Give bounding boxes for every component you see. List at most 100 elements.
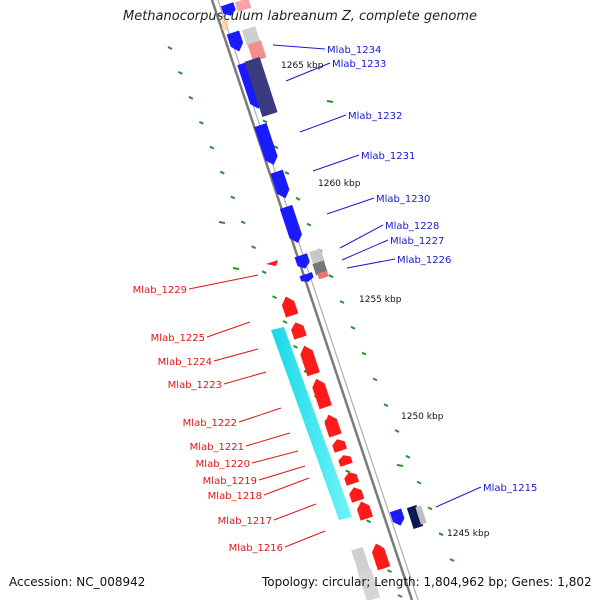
reverse-gene-label: Mlab_1220 <box>196 459 250 470</box>
major-tick-mark <box>232 267 240 270</box>
feature-layer <box>220 0 427 600</box>
gene-leader-line <box>238 407 282 423</box>
forward-gene-label: Mlab_1226 <box>397 255 451 266</box>
reverse-gene-arrow-shape <box>371 543 391 571</box>
forward-gene-arrow-shape <box>294 253 310 269</box>
outer-tick-mark <box>219 170 225 175</box>
outer-tick-mark <box>178 71 183 75</box>
reverse-gene-arrow <box>324 414 342 438</box>
outer-tick-mark <box>293 345 298 349</box>
forward-gene-label: Mlab_1231 <box>361 151 415 162</box>
forward-gene-arrow <box>254 123 278 165</box>
forward-gene-arrow <box>220 2 236 16</box>
inner-tick-mark <box>427 506 433 511</box>
gene-leader-line <box>223 371 267 385</box>
reverse-gene-label: Mlab_1223 <box>168 380 222 391</box>
reverse-gene-label: Mlab_1221 <box>190 442 244 453</box>
reverse-gene-arrow-shape <box>312 378 332 410</box>
accession-text: Accession: NC_008942 <box>9 575 146 589</box>
major-tick-mark <box>326 100 334 103</box>
gene-leader-line <box>326 197 375 215</box>
major-tick-mark <box>218 221 226 224</box>
backbone-outer-line <box>210 0 414 600</box>
inner-tick-mark <box>416 480 422 485</box>
inner-tick-mark <box>339 300 345 304</box>
reverse-gene-label: Mlab_1216 <box>229 543 283 554</box>
gene-leader-line <box>339 224 384 249</box>
reverse-gene-label: Mlab_1225 <box>151 333 205 344</box>
forward-gene-arrow <box>279 204 302 244</box>
highlight-region <box>271 327 352 520</box>
reverse-gene-arrow <box>291 322 307 340</box>
inner-tick-mark <box>361 351 367 356</box>
inner-tick-mark <box>262 119 268 124</box>
outer-tick-mark <box>188 95 194 100</box>
gene-leader-line <box>341 239 389 261</box>
inner-tick-mark <box>449 558 455 562</box>
reverse-gene-arrow <box>300 345 320 377</box>
reverse-gene-arrow <box>332 439 348 453</box>
genome-title: Methanocorpusculum labreanum Z, complete… <box>123 9 477 24</box>
forward-gene-arrow-shape <box>226 30 244 52</box>
reverse-gene-label: Mlab_1229 <box>133 285 187 296</box>
forward-gene-arrow <box>389 508 405 526</box>
outer-tick-mark <box>209 145 215 150</box>
label-layer: 1265 kbp 1260 kbp 1255 kbp 1250 kbp 1245 kbp… <box>133 45 538 554</box>
grey-feature-block <box>415 505 427 525</box>
outer-tick-mark <box>397 594 403 598</box>
grey-feature-block <box>357 568 381 600</box>
gene-leader-line <box>299 114 347 133</box>
forward-gene-arrow-shape <box>299 272 314 282</box>
outer-tick-mark <box>366 519 372 524</box>
outer-tick-mark <box>167 46 173 50</box>
pink-feature-block <box>317 270 329 280</box>
outer-tick-mark <box>261 270 267 275</box>
inner-tick-mark <box>273 145 279 150</box>
forward-gene-arrow <box>294 253 310 269</box>
reverse-gene-arrow-shape <box>291 322 307 340</box>
gene-leader-line <box>258 465 306 481</box>
forward-gene-arrow-shape <box>270 169 290 199</box>
outer-tick-mark <box>198 120 204 125</box>
inner-tick-mark <box>284 171 290 175</box>
forward-gene-label: Mlab_1234 <box>327 45 381 56</box>
outer-tick-mark <box>251 245 257 250</box>
outer-tick-mark <box>345 469 351 474</box>
outer-tick-mark <box>282 320 288 324</box>
outer-tick-mark <box>272 295 277 299</box>
reverse-gene-arrow-shape <box>324 414 342 438</box>
gene-leader-line <box>188 274 259 290</box>
reverse-gene-arrow-shape <box>356 501 374 521</box>
gene-leader-line <box>346 258 396 269</box>
gene-leader-line <box>273 503 317 521</box>
reverse-gene-arrow-shape <box>344 472 360 486</box>
forward-gene-label: Mlab_1233 <box>332 59 386 70</box>
grey-feature-block <box>351 546 371 576</box>
forward-gene-arrow-shape <box>254 123 278 165</box>
reverse-gene-arrow-shape <box>332 439 348 453</box>
gene-leader-line <box>312 154 360 172</box>
grey-feature-block <box>241 26 261 46</box>
forward-gene-label: Mlab_1215 <box>483 483 537 494</box>
grey-feature-block <box>309 248 325 266</box>
reverse-gene-arrow-shape <box>300 345 320 377</box>
inner-tick-mark <box>350 325 356 330</box>
forward-gene-label: Mlab_1230 <box>376 194 430 205</box>
reverse-gene-arrow <box>338 455 353 467</box>
reverse-gene-arrow <box>312 378 332 410</box>
outer-tick-mark <box>230 195 236 200</box>
major-tick-mark <box>396 464 404 467</box>
leader-layer <box>188 44 482 548</box>
forward-gene-arrow-shape <box>389 508 405 526</box>
reverse-gene-arrow-shape <box>281 296 299 318</box>
reverse-gene-label: Mlab_1218 <box>208 491 262 502</box>
scale-label: 1245 kbp <box>447 529 490 539</box>
outer-tick-mark <box>240 220 246 225</box>
gene-leader-line <box>213 348 259 362</box>
reverse-gene-arrow-shape <box>349 487 365 503</box>
gene-leader-line <box>206 321 251 338</box>
inner-tick-mark <box>394 429 400 433</box>
forward-gene-label: Mlab_1232 <box>348 111 402 122</box>
